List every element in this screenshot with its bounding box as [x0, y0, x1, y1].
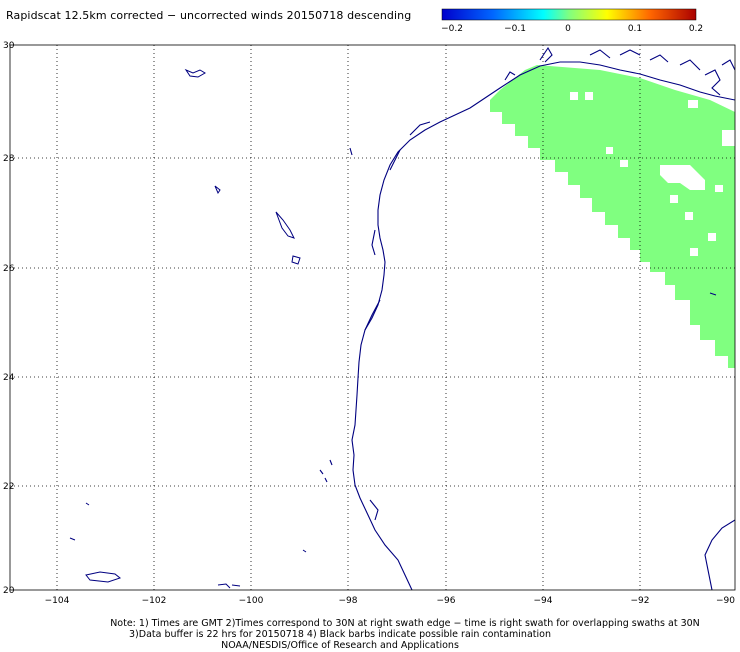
- wind-swath: [490, 65, 735, 368]
- lon-label: −90: [716, 596, 735, 606]
- colorbar-tick-label: 0: [565, 24, 571, 34]
- lat-label: 28: [3, 154, 15, 164]
- note-line-2: 3)Data buffer is 22 hrs for 20150718 4) …: [129, 629, 551, 640]
- lon-label: −100: [239, 596, 264, 606]
- lat-label: 26: [3, 264, 15, 274]
- lakes: [69, 68, 717, 589]
- colorbar-tick-label: 0.2: [689, 24, 703, 34]
- lat-label: 20: [3, 586, 15, 596]
- lon-label: −92: [631, 596, 650, 606]
- lat-lon-grid: [10, 45, 735, 590]
- colorbar: [441, 8, 697, 21]
- note-line-3: NOAA/NESDIS/Office of Research and Appli…: [221, 640, 459, 651]
- lon-label: −104: [45, 596, 70, 606]
- lat-label: 30: [3, 41, 15, 51]
- coastline: [319, 46, 735, 590]
- note-line-1: Note: 1) Times are GMT 2)Times correspon…: [110, 618, 700, 629]
- lat-label: 24: [3, 373, 15, 383]
- plot-frame: [9, 44, 736, 591]
- page-title: Rapidscat 12.5km corrected − uncorrected…: [6, 9, 412, 22]
- lat-label: 22: [3, 482, 14, 492]
- lon-label: −94: [534, 596, 553, 606]
- colorbar-tick-label: −0.1: [504, 24, 526, 34]
- colorbar-tick-label: −0.2: [441, 24, 463, 34]
- lon-label: −102: [142, 596, 167, 606]
- lon-label: −96: [437, 596, 456, 606]
- lon-label: −98: [339, 596, 358, 606]
- colorbar-tick-label: 0.1: [628, 24, 642, 34]
